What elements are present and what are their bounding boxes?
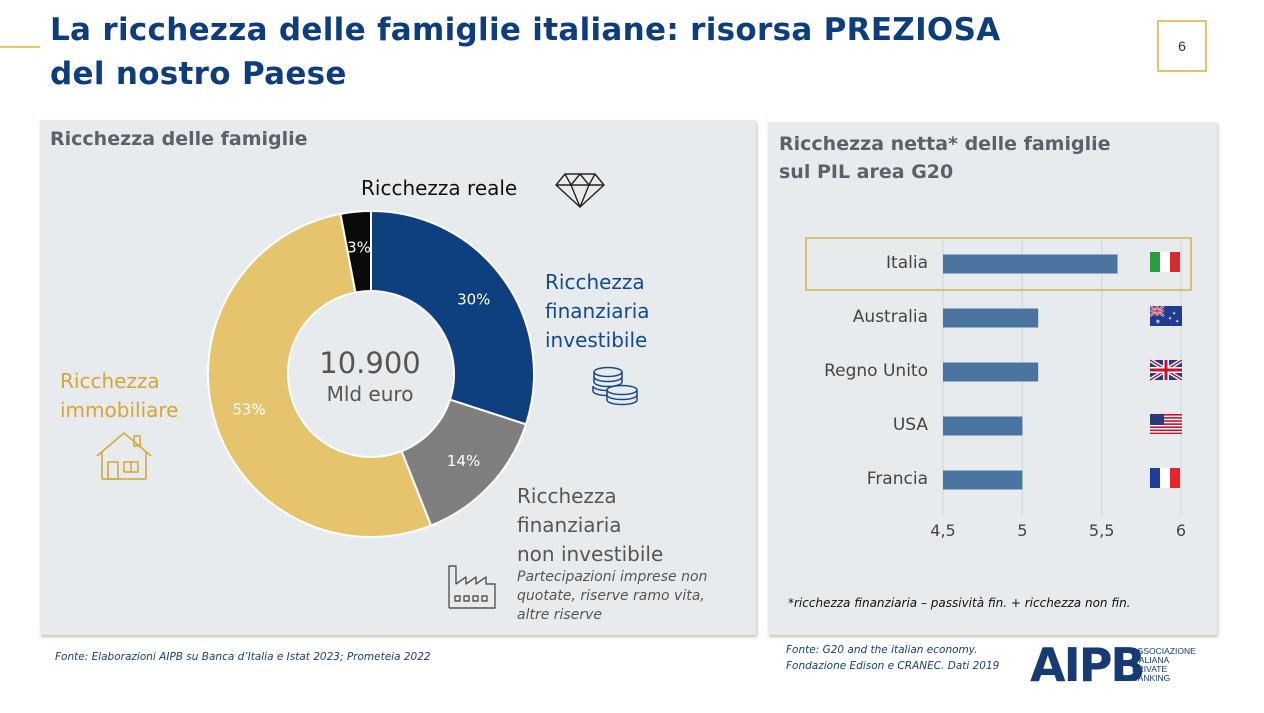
donut-slice-label: 3%: [347, 239, 371, 257]
note-line: Partecipazioni imprese non: [517, 569, 708, 585]
donut-center-value: 10.900: [319, 346, 421, 380]
svg-text:✶: ✶: [1175, 319, 1179, 325]
category-label: Italia: [886, 253, 928, 273]
bar-regno-unito: [943, 362, 1039, 382]
logo-sub-line: BANKING: [1132, 673, 1171, 683]
usa-flag-icon: [1150, 414, 1182, 434]
label-finanziaria-non-investibile-note: Partecipazioni imprese non quotate, rise…: [517, 568, 707, 625]
category-label: Regno Unito: [824, 361, 928, 381]
label-finanziaria-investibile: Ricchezza finanziaria investibile: [545, 268, 650, 355]
label-line: Ricchezza: [517, 484, 617, 508]
label-ricchezza-reale: Ricchezza reale: [361, 176, 518, 200]
note-line: altre riserve: [517, 607, 602, 623]
label-line: finanziaria: [545, 299, 650, 323]
source-line: Fonte: G20 and the italian economy.: [786, 644, 978, 656]
bar-italia: [943, 254, 1118, 274]
category-label: Francia: [866, 469, 928, 489]
donut-slice: [370, 209, 535, 426]
donut-slice-label: 53%: [232, 400, 265, 418]
label-line: Ricchezza: [545, 270, 645, 294]
diamond-icon: [555, 173, 605, 208]
donut-center-unit: Mld euro: [326, 382, 414, 406]
x-tick-label: 5: [1017, 521, 1028, 540]
bar-usa: [943, 416, 1023, 436]
source-right: Fonte: G20 and the italian economy. Fond…: [786, 642, 999, 674]
label-line: finanziaria: [517, 513, 622, 537]
g20-panel-title: Ricchezza netta* delle famiglie sul PIL …: [779, 130, 1111, 186]
logo-sub-line: ASSOCIAZIONE: [1132, 646, 1196, 656]
svg-text:✶: ✶: [1168, 316, 1172, 322]
source-left: Fonte: Elaborazioni AIPB su Banca d’Ital…: [55, 651, 431, 663]
wealth-panel: [40, 120, 756, 635]
label-line: investibile: [545, 328, 648, 352]
aipb-logo-subtitle: ASSOCIAZIONE ITALIANA PRIVATE BANKING: [1132, 647, 1196, 683]
australia-flag-icon: ✶ ✶ ✶ ✶: [1149, 305, 1182, 326]
uk-flag-icon: [1148, 358, 1184, 382]
x-tick-label: 4,5: [930, 521, 956, 540]
source-line: Fondazione Edison e CRANEC. Dati 2019: [786, 660, 1000, 672]
house-icon: [96, 432, 152, 480]
label-line: non investibile: [517, 542, 664, 566]
title-accent-rule: [0, 46, 40, 48]
wealth-panel-title: Ricchezza delle famiglie: [50, 128, 308, 150]
aipb-logo: AIPB: [1030, 638, 1145, 692]
note-line: quotate, riserve ramo vita,: [517, 588, 705, 604]
label-line: Ricchezza: [60, 369, 160, 393]
bar-australia: [943, 308, 1039, 328]
page-title: La ricchezza delle famiglie italiane: ri…: [50, 12, 1001, 92]
svg-text:✶: ✶: [1172, 311, 1176, 317]
x-tick-label: 5,5: [1088, 521, 1115, 540]
label-line: immobiliare: [60, 398, 179, 422]
svg-text:✶: ✶: [1155, 318, 1161, 326]
g20-footnote: *ricchezza finanziaria – passività fin. …: [788, 596, 1131, 610]
highlight-box: [805, 237, 1192, 291]
donut-slice-label: 30%: [457, 290, 490, 308]
category-label: Australia: [852, 307, 928, 327]
donut-slice: [207, 212, 433, 538]
x-tick-label: 6: [1175, 521, 1187, 540]
logo-sub-line: ITALIANA: [1132, 655, 1170, 665]
category-label: USA: [892, 415, 928, 435]
coins-icon: [592, 366, 638, 406]
italy-flag-icon: [1150, 252, 1180, 272]
label-finanziaria-non-investibile: Ricchezza finanziaria non investibile: [517, 482, 663, 569]
bar-francia: [943, 470, 1023, 490]
title-line: Ricchezza netta* delle famiglie: [779, 133, 1111, 155]
factory-icon: [448, 565, 496, 609]
donut-slice-label: 14%: [447, 452, 480, 470]
logo-sub-line: PRIVATE: [1132, 664, 1168, 674]
label-immobiliare: Ricchezza immobiliare: [60, 367, 178, 425]
page-number: 6: [1157, 20, 1207, 72]
title-line: sul PIL area G20: [779, 161, 954, 183]
france-flag-icon: [1150, 468, 1180, 488]
donut-slice: [339, 209, 372, 294]
